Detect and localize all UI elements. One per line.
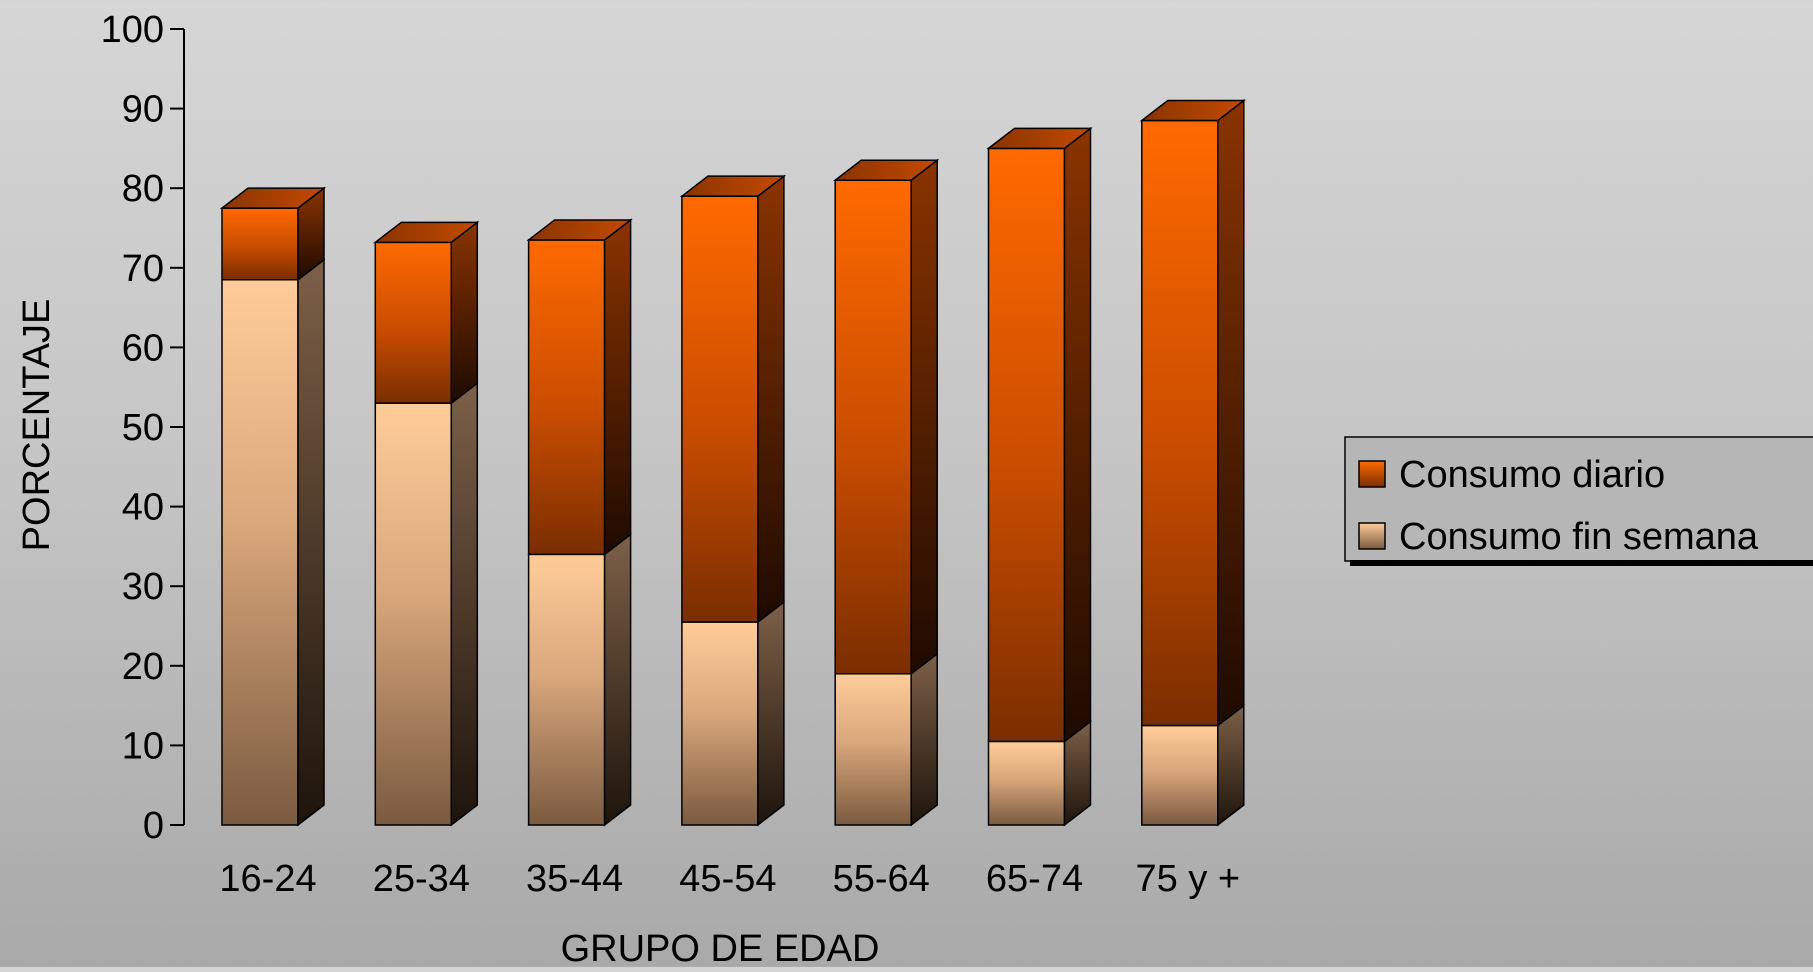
bar-group-55-64 bbox=[832, 158, 940, 827]
y-tick-label: 0 bbox=[143, 805, 164, 847]
legend: Consumo diario Consumo fin semana bbox=[1344, 436, 1813, 566]
bar-weekend-front bbox=[834, 673, 912, 826]
y-tick-label: 60 bbox=[122, 327, 164, 369]
bar-daily-front bbox=[1141, 119, 1219, 727]
legend-background bbox=[1346, 438, 1813, 560]
bars-group bbox=[219, 99, 1247, 827]
y-tick-label: 10 bbox=[122, 725, 164, 767]
y-tick-label: 20 bbox=[122, 646, 164, 688]
bar-daily-front bbox=[527, 239, 606, 556]
bar-weekend-front bbox=[1141, 724, 1219, 826]
bar-group-35-44 bbox=[526, 218, 633, 827]
legend-box bbox=[1344, 436, 1813, 562]
bar-daily-side bbox=[757, 174, 785, 624]
bar-daily-top bbox=[679, 175, 787, 197]
bar-weekend-side bbox=[297, 258, 325, 827]
bar-daily-side bbox=[603, 218, 632, 556]
bar-daily-side bbox=[1217, 99, 1245, 728]
bar-daily-front bbox=[987, 147, 1066, 743]
y-tick-label: 40 bbox=[122, 487, 164, 529]
bar-daily-side bbox=[1063, 126, 1092, 743]
legend-swatch bbox=[1358, 522, 1386, 550]
y-tick-label: 50 bbox=[122, 407, 164, 449]
bar-daily-front bbox=[834, 179, 912, 675]
y-axis-title: PORCENTAJE bbox=[16, 299, 58, 552]
y-tick-label: 70 bbox=[122, 248, 164, 290]
bar-weekend-front bbox=[221, 278, 299, 826]
x-tick-label: 65-74 bbox=[986, 858, 1083, 900]
y-tick-label: 30 bbox=[122, 566, 164, 608]
bar-group-16-24 bbox=[219, 186, 327, 827]
bar-weekend-front bbox=[527, 553, 606, 826]
x-tick-label: 75 y + bbox=[1136, 858, 1241, 900]
y-tick-label: 100 bbox=[101, 9, 164, 51]
bar-daily-top bbox=[832, 159, 940, 181]
bar-group-25-34 bbox=[373, 220, 480, 827]
bar-daily-front bbox=[681, 195, 759, 623]
bar-daily-top bbox=[986, 127, 1093, 150]
bar-daily-top bbox=[526, 219, 633, 241]
bar-group-65-74 bbox=[986, 126, 1093, 827]
bar-weekend-front bbox=[681, 621, 759, 826]
bar-weekend-front bbox=[374, 402, 453, 826]
bar-daily-side bbox=[910, 158, 938, 676]
bar-daily-top bbox=[373, 221, 480, 244]
bar-weekend-side bbox=[910, 652, 938, 827]
legend-label: Consumo diario bbox=[1399, 454, 1665, 496]
bar-daily-top bbox=[219, 187, 327, 209]
x-tick-label: 16-24 bbox=[219, 858, 316, 900]
bar-daily-side bbox=[450, 220, 479, 405]
bar-group-45-54 bbox=[679, 174, 787, 827]
y-axis: 0 10 20 30 40 50 60 70 80 90 100 bbox=[101, 9, 185, 847]
bar-weekend-side bbox=[757, 600, 785, 827]
x-tick-label: 35-44 bbox=[526, 858, 623, 900]
bar-weekend-side bbox=[603, 532, 632, 827]
bar-weekend-side bbox=[450, 381, 479, 827]
legend-swatch bbox=[1358, 460, 1386, 488]
bar-daily-front bbox=[221, 207, 299, 281]
x-tick-label: 55-64 bbox=[833, 858, 930, 900]
y-tick-label: 80 bbox=[122, 168, 164, 210]
bar-weekend-front bbox=[987, 740, 1066, 826]
bar-daily-front bbox=[374, 241, 453, 404]
bar-group-75y+ bbox=[1139, 99, 1247, 827]
legend-label: Consumo fin semana bbox=[1399, 516, 1759, 558]
x-axis: 16-24 25-34 35-44 45-54 55-64 65-74 75 y + bbox=[219, 858, 1240, 900]
x-axis-title: GRUPO DE EDAD bbox=[561, 928, 880, 967]
x-tick-label: 45-54 bbox=[679, 858, 776, 900]
bar-daily-top bbox=[1139, 99, 1247, 122]
x-tick-label: 25-34 bbox=[373, 858, 470, 900]
y-tick-label: 90 bbox=[122, 89, 164, 131]
